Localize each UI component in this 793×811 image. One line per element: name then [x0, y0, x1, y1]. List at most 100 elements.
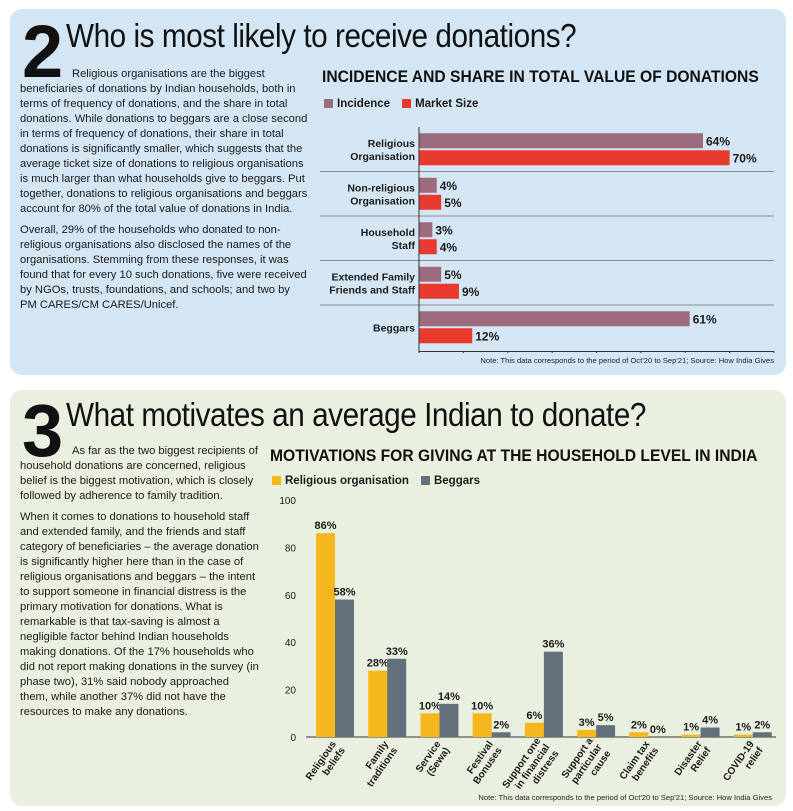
chart-legend: Incidence Market Size: [324, 98, 478, 110]
category-label-line: Organisation: [350, 151, 415, 163]
category-label-group: DisasterRelief: [673, 739, 714, 784]
data-label: 5%: [598, 712, 614, 724]
bar: [439, 703, 459, 737]
category-label-group: Claim taxbenefits: [618, 739, 662, 783]
body-paragraph: Religious organisations are the biggest …: [20, 68, 308, 215]
donation-recipients-chart: Religious Organisation64%70%Non-religious…: [320, 127, 775, 353]
y-tick-label: 60: [285, 591, 297, 602]
section-number: 2: [22, 10, 64, 93]
y-tick-label: 40: [285, 638, 297, 649]
data-label: 4%: [702, 715, 718, 727]
data-label: 61%: [693, 312, 717, 326]
data-label: 86%: [314, 520, 336, 532]
data-label: 2%: [754, 719, 770, 731]
bar: [472, 713, 492, 737]
bar: [387, 658, 407, 737]
category-label: Household Staff: [361, 227, 416, 252]
legend-label: Beggars: [433, 475, 480, 487]
bar: [316, 533, 335, 737]
bar: [419, 328, 473, 344]
data-label: 4%: [440, 179, 458, 193]
bar: [681, 734, 701, 737]
donation-motivations-chart: 0 20 40 60 80 100 86% 58% Religiousbeliefs 28%33%…: [279, 496, 776, 790]
category-label-line: Organisation: [350, 195, 415, 207]
bar: [420, 713, 440, 737]
data-label: 5%: [444, 268, 462, 282]
bar: [629, 732, 649, 737]
category-label: Support aparticularcause: [560, 736, 614, 790]
section-donation-recipients: 2 Who is most likely to receive donation…: [10, 9, 786, 375]
y-tick-label: 0: [290, 733, 296, 744]
category-label-group: FestivalBonuses: [462, 739, 505, 787]
body-paragraph: When it comes to donations to household …: [20, 511, 259, 718]
category-label-line: Friends and Staff: [329, 284, 415, 296]
bar: [543, 651, 563, 737]
data-label: 33%: [386, 646, 408, 658]
category-label-line: Household: [361, 227, 415, 239]
category-label: Familytraditions: [356, 739, 400, 789]
data-label: 4%: [440, 240, 458, 254]
category-label: Support onein financialdistress: [501, 736, 562, 790]
data-label: 2%: [631, 719, 647, 731]
bar: [419, 283, 459, 299]
y-tick-label: 80: [285, 543, 297, 554]
data-label: 3%: [435, 223, 453, 237]
data-label: 1%: [683, 722, 699, 734]
category-label-group: Familytraditions: [356, 739, 400, 789]
bar: [419, 239, 437, 255]
category-label: Beggars: [373, 322, 415, 334]
data-label: 14%: [438, 691, 460, 703]
data-label: 28%: [367, 658, 389, 670]
legend-item: Market Size: [402, 98, 478, 110]
legend-swatch: [420, 476, 430, 486]
legend-swatch: [272, 476, 281, 486]
bar: [419, 133, 703, 149]
category-label-group: Support aparticularcause: [560, 736, 614, 790]
category-label-line: Extended Family: [332, 271, 416, 283]
y-tick-label: 20: [285, 686, 297, 697]
data-label: 6%: [526, 710, 542, 722]
data-label: 10%: [471, 700, 493, 712]
section-number: 3: [22, 389, 64, 472]
category-label-line: Staff: [392, 240, 416, 252]
chart-title: INCIDENCE AND SHARE IN TOTAL VALUE OF DO…: [322, 67, 759, 86]
data-label: 10%: [419, 700, 441, 712]
bar: [700, 727, 720, 737]
legend-item: Incidence: [324, 98, 390, 110]
legend-label: Religious organisation: [285, 475, 409, 487]
category-label-group: COVID-19relief: [721, 739, 766, 790]
category-label-group: Religiousbeliefs: [304, 739, 348, 783]
data-label: 2%: [493, 719, 509, 731]
section-heading: Who is most likely to receive donations?: [66, 17, 577, 54]
data-label: 64%: [706, 134, 730, 148]
data-label: 70%: [733, 151, 757, 165]
chart-note: Note: This data corresponds to the perio…: [480, 356, 774, 365]
data-label: 1%: [735, 722, 751, 734]
category-label-group: Support onein financialdistress: [501, 736, 562, 790]
category-label: COVID-19relief: [721, 739, 766, 790]
chart-note: Note: This data corresponds to the perio…: [478, 793, 772, 802]
category-label: FestivalBonuses: [462, 739, 504, 787]
bar: [491, 732, 511, 737]
data-label: 5%: [444, 196, 462, 210]
bar: [419, 177, 437, 193]
data-label: 58%: [333, 587, 355, 599]
bar: [419, 194, 442, 210]
category-label: DisasterRelief: [673, 739, 714, 784]
chart-legend: Religious organisation Beggars: [272, 475, 480, 487]
legend-item: Beggars: [420, 475, 480, 487]
section-donation-motivations: 3 What motivates an average Indian to do…: [10, 390, 786, 806]
body-paragraph: As far as the two biggest recipients of …: [20, 445, 258, 502]
data-label: 9%: [462, 285, 480, 299]
category-label-group: Service(Sewa): [414, 739, 452, 778]
data-label: 36%: [542, 639, 564, 651]
section-heading: What motivates an average Indian to dona…: [66, 396, 646, 433]
category-label: Non-religious Organisation: [347, 182, 415, 207]
bar: [419, 266, 442, 282]
bar: [752, 732, 772, 737]
data-label: 3%: [579, 717, 595, 729]
body-paragraph: Overall, 29% of the households who donat…: [20, 224, 307, 311]
category-label-line: Religious: [368, 138, 415, 150]
y-tick-label: 100: [279, 496, 296, 507]
bar: [577, 729, 597, 737]
